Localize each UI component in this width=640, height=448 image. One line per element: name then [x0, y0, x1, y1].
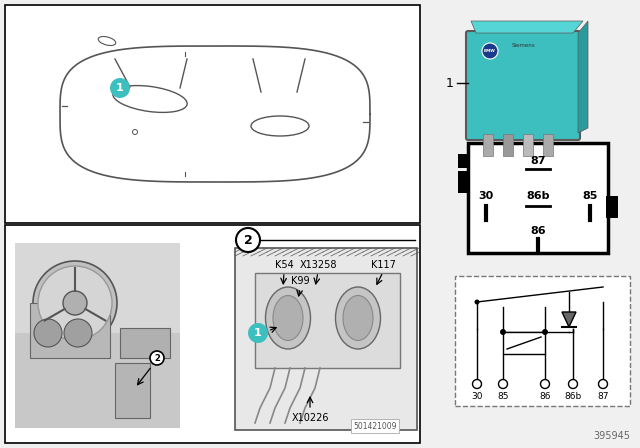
- Text: 1: 1: [254, 328, 262, 338]
- Text: 87: 87: [597, 392, 609, 401]
- Bar: [235, 248, 417, 430]
- Text: 30: 30: [471, 392, 483, 401]
- Text: 1: 1: [116, 83, 124, 93]
- Circle shape: [236, 228, 260, 252]
- Bar: [5, 5, 420, 223]
- Text: 86b: 86b: [526, 191, 550, 201]
- Circle shape: [63, 291, 87, 315]
- Bar: [15, 333, 180, 428]
- Ellipse shape: [251, 116, 309, 136]
- Text: 1: 1: [446, 77, 454, 90]
- Text: 85: 85: [497, 392, 509, 401]
- Bar: [455, 276, 630, 406]
- Text: K54: K54: [275, 260, 293, 270]
- Polygon shape: [578, 21, 588, 133]
- Circle shape: [132, 129, 138, 134]
- Text: 30: 30: [478, 191, 493, 201]
- Circle shape: [110, 78, 130, 98]
- Text: K117: K117: [371, 260, 396, 270]
- Bar: [15, 243, 180, 428]
- Bar: [606, 196, 618, 218]
- Bar: [543, 134, 553, 156]
- Circle shape: [500, 329, 506, 335]
- Circle shape: [474, 300, 479, 305]
- Text: 86: 86: [540, 392, 551, 401]
- Circle shape: [64, 319, 92, 347]
- Text: 2: 2: [244, 233, 252, 246]
- Text: X10226: X10226: [291, 413, 329, 423]
- Ellipse shape: [335, 287, 381, 349]
- Text: Siemens: Siemens: [511, 43, 535, 47]
- Text: 86: 86: [530, 226, 546, 236]
- Polygon shape: [562, 312, 576, 327]
- Text: 85: 85: [582, 191, 598, 201]
- Circle shape: [38, 266, 112, 340]
- Text: 395945: 395945: [593, 431, 630, 441]
- Text: 501421009: 501421009: [353, 422, 397, 431]
- Text: K99: K99: [291, 276, 309, 286]
- Text: 2: 2: [154, 353, 160, 362]
- Bar: [5, 225, 420, 443]
- Bar: [458, 171, 470, 193]
- Text: X13258: X13258: [300, 260, 337, 270]
- Bar: [458, 154, 470, 168]
- Circle shape: [568, 379, 577, 388]
- Text: 86b: 86b: [564, 392, 582, 401]
- Circle shape: [472, 379, 481, 388]
- Bar: [115, 363, 150, 418]
- Ellipse shape: [266, 287, 310, 349]
- Circle shape: [542, 329, 548, 335]
- Ellipse shape: [113, 86, 187, 112]
- Circle shape: [482, 43, 498, 59]
- Ellipse shape: [343, 296, 373, 340]
- Bar: [503, 332, 545, 354]
- Circle shape: [34, 319, 62, 347]
- Ellipse shape: [273, 296, 303, 340]
- Circle shape: [499, 379, 508, 388]
- Ellipse shape: [99, 36, 116, 46]
- Bar: [120, 328, 170, 358]
- Text: BMW: BMW: [484, 49, 496, 53]
- Bar: [503, 134, 513, 156]
- Circle shape: [150, 351, 164, 365]
- Circle shape: [33, 261, 117, 345]
- Circle shape: [598, 379, 607, 388]
- Bar: [468, 143, 608, 253]
- Bar: [523, 134, 533, 156]
- Polygon shape: [471, 21, 583, 33]
- FancyBboxPatch shape: [466, 31, 580, 140]
- Bar: [483, 134, 493, 156]
- Bar: [30, 303, 110, 358]
- Circle shape: [541, 379, 550, 388]
- Circle shape: [248, 323, 268, 343]
- Text: 87: 87: [531, 156, 546, 166]
- Bar: [255, 273, 400, 368]
